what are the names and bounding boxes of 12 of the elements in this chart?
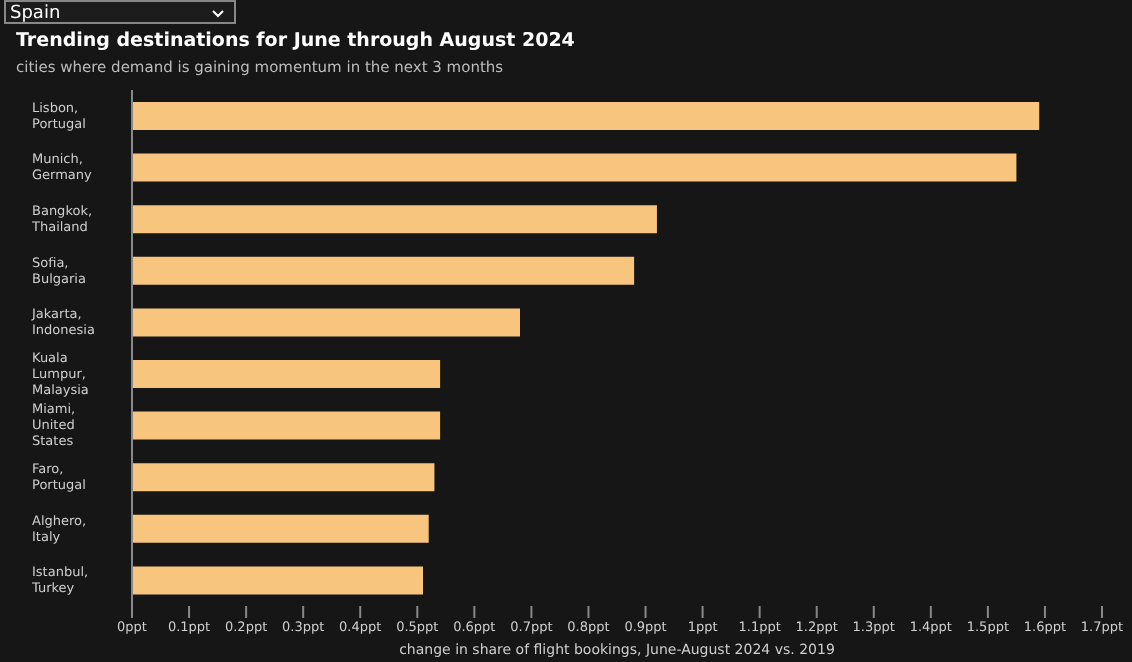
bar <box>132 514 429 543</box>
bar <box>132 308 520 337</box>
bar <box>132 566 423 595</box>
bar <box>132 256 635 285</box>
bar <box>132 153 1017 182</box>
bar <box>132 463 435 492</box>
bar <box>132 360 441 388</box>
chart-title: Trending destinations for June through August 2024 <box>16 30 575 52</box>
bar <box>132 205 657 234</box>
bar <box>132 102 1040 130</box>
bar <box>132 411 441 440</box>
dropdown: Spain <box>4 0 236 24</box>
